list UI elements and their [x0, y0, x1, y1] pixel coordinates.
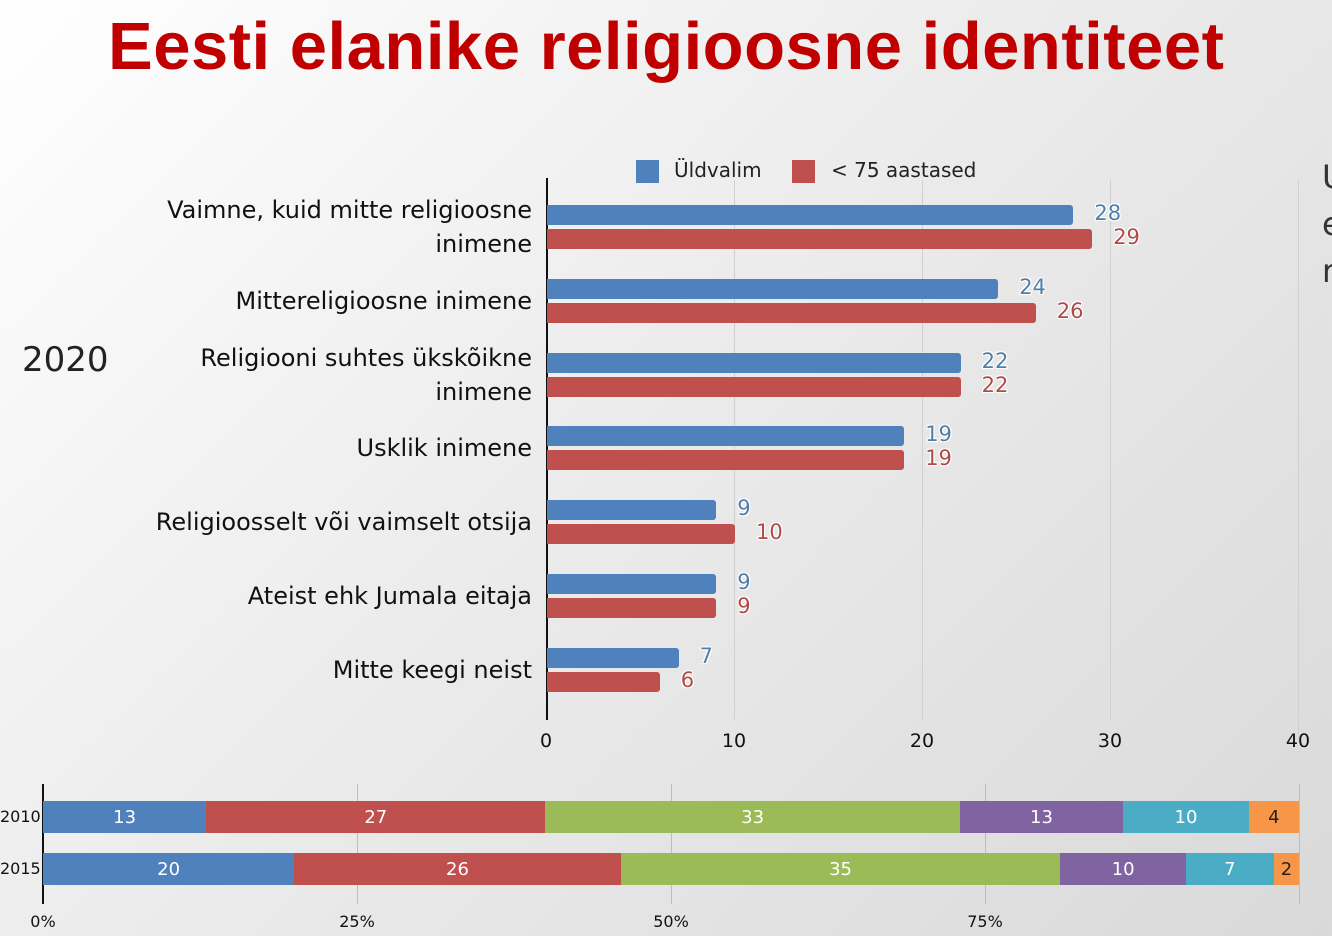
- data-label: 9: [737, 496, 751, 521]
- stack-segment: 13: [959, 801, 1124, 833]
- x-tick-label: 10: [721, 730, 747, 752]
- x-tick-label: 0%: [30, 912, 56, 931]
- stack-segment: 33: [545, 801, 960, 833]
- gridline: [1298, 180, 1299, 720]
- gridline: [985, 784, 986, 904]
- year-label: 2010: [0, 807, 41, 826]
- data-label: 26: [1056, 298, 1084, 323]
- bar-uldvalim: [547, 205, 1074, 225]
- gridline: [671, 784, 672, 904]
- data-label: 7: [699, 643, 713, 668]
- x-tick-label: 0: [539, 730, 553, 752]
- stack-segment: 4: [1248, 801, 1299, 833]
- category-label: Vaimne, kuid mitte religioosne inimene: [167, 196, 532, 258]
- x-tick-label: 30: [1097, 730, 1123, 752]
- legend-label: < 75 aastased: [831, 158, 977, 182]
- stack-segment: 2: [1273, 853, 1299, 885]
- category-label: Religioosselt või vaimselt otsija: [155, 508, 532, 537]
- y-axis: [546, 178, 548, 720]
- stack-segment: 13: [43, 801, 207, 833]
- cut-off-text: r: [1322, 252, 1332, 290]
- data-label: 10: [756, 520, 783, 545]
- page-title: Eesti elanike religioosne identiteet: [108, 9, 1225, 84]
- bar-uldvalim: [547, 278, 999, 299]
- category-label: Mittereligioosne inimene: [235, 286, 532, 315]
- x-tick-label: 40: [1285, 730, 1311, 752]
- stack-segment: 10: [1123, 801, 1249, 833]
- bar-alla-75: [547, 450, 905, 471]
- bar-uldvalim: [547, 352, 961, 373]
- category-label: Mitte keegi neist: [332, 655, 532, 684]
- data-label: 29: [1113, 225, 1140, 249]
- bar-alla-75: [547, 376, 961, 397]
- data-label: 19: [925, 422, 952, 447]
- bar-alla-75: [547, 671, 660, 692]
- bar-alla-75: [547, 524, 735, 545]
- bar-alla-75: [547, 302, 1036, 323]
- cut-off-text: e: [1322, 205, 1332, 243]
- y-axis: [42, 784, 44, 904]
- year-label: 2015: [0, 859, 41, 878]
- stack-segment: 7: [1185, 853, 1274, 885]
- gridline: [1110, 180, 1111, 720]
- stack-segment: 20: [43, 853, 295, 885]
- gridline: [922, 180, 923, 720]
- data-label: 19: [925, 446, 952, 471]
- category-label: Religiooni suhtes ükskõikne inimene: [200, 343, 532, 406]
- data-label: 22: [981, 372, 1009, 397]
- legend-label: Üldvalim: [674, 158, 762, 182]
- bar-uldvalim: [547, 574, 717, 594]
- bar-alla-75: [547, 229, 1093, 249]
- category-label: Usklik inimene: [356, 434, 533, 463]
- data-label: 6: [680, 667, 695, 692]
- bar-alla-75: [547, 598, 717, 618]
- cut-off-text: U: [1322, 158, 1332, 196]
- data-label: 24: [1019, 274, 1046, 299]
- stack-segment: 27: [206, 801, 546, 833]
- data-label: 9: [737, 594, 751, 618]
- x-tick-label: 75%: [967, 912, 1003, 931]
- legend-swatch-alla-75: [792, 160, 815, 183]
- bar-uldvalim: [547, 500, 717, 521]
- x-tick-label: 50%: [653, 912, 689, 931]
- data-label: 9: [737, 570, 751, 594]
- chart-year-label: 2020: [22, 340, 109, 380]
- data-label: 28: [1094, 201, 1122, 225]
- stack-segment: 10: [1060, 853, 1186, 885]
- gridline: [734, 180, 735, 720]
- legend-swatch-uldvalim: [636, 160, 659, 183]
- gridline: [357, 784, 358, 904]
- stack-segment: 26: [294, 853, 621, 885]
- bar-uldvalim: [547, 647, 679, 668]
- category-label: Ateist ehk Jumala eitaja: [247, 582, 532, 610]
- gridline: [1299, 784, 1300, 904]
- bar-uldvalim: [547, 426, 905, 447]
- data-label: 22: [981, 348, 1009, 373]
- x-tick-label: 25%: [339, 912, 375, 931]
- x-tick-label: 20: [909, 730, 935, 752]
- stack-segment: 35: [620, 853, 1061, 885]
